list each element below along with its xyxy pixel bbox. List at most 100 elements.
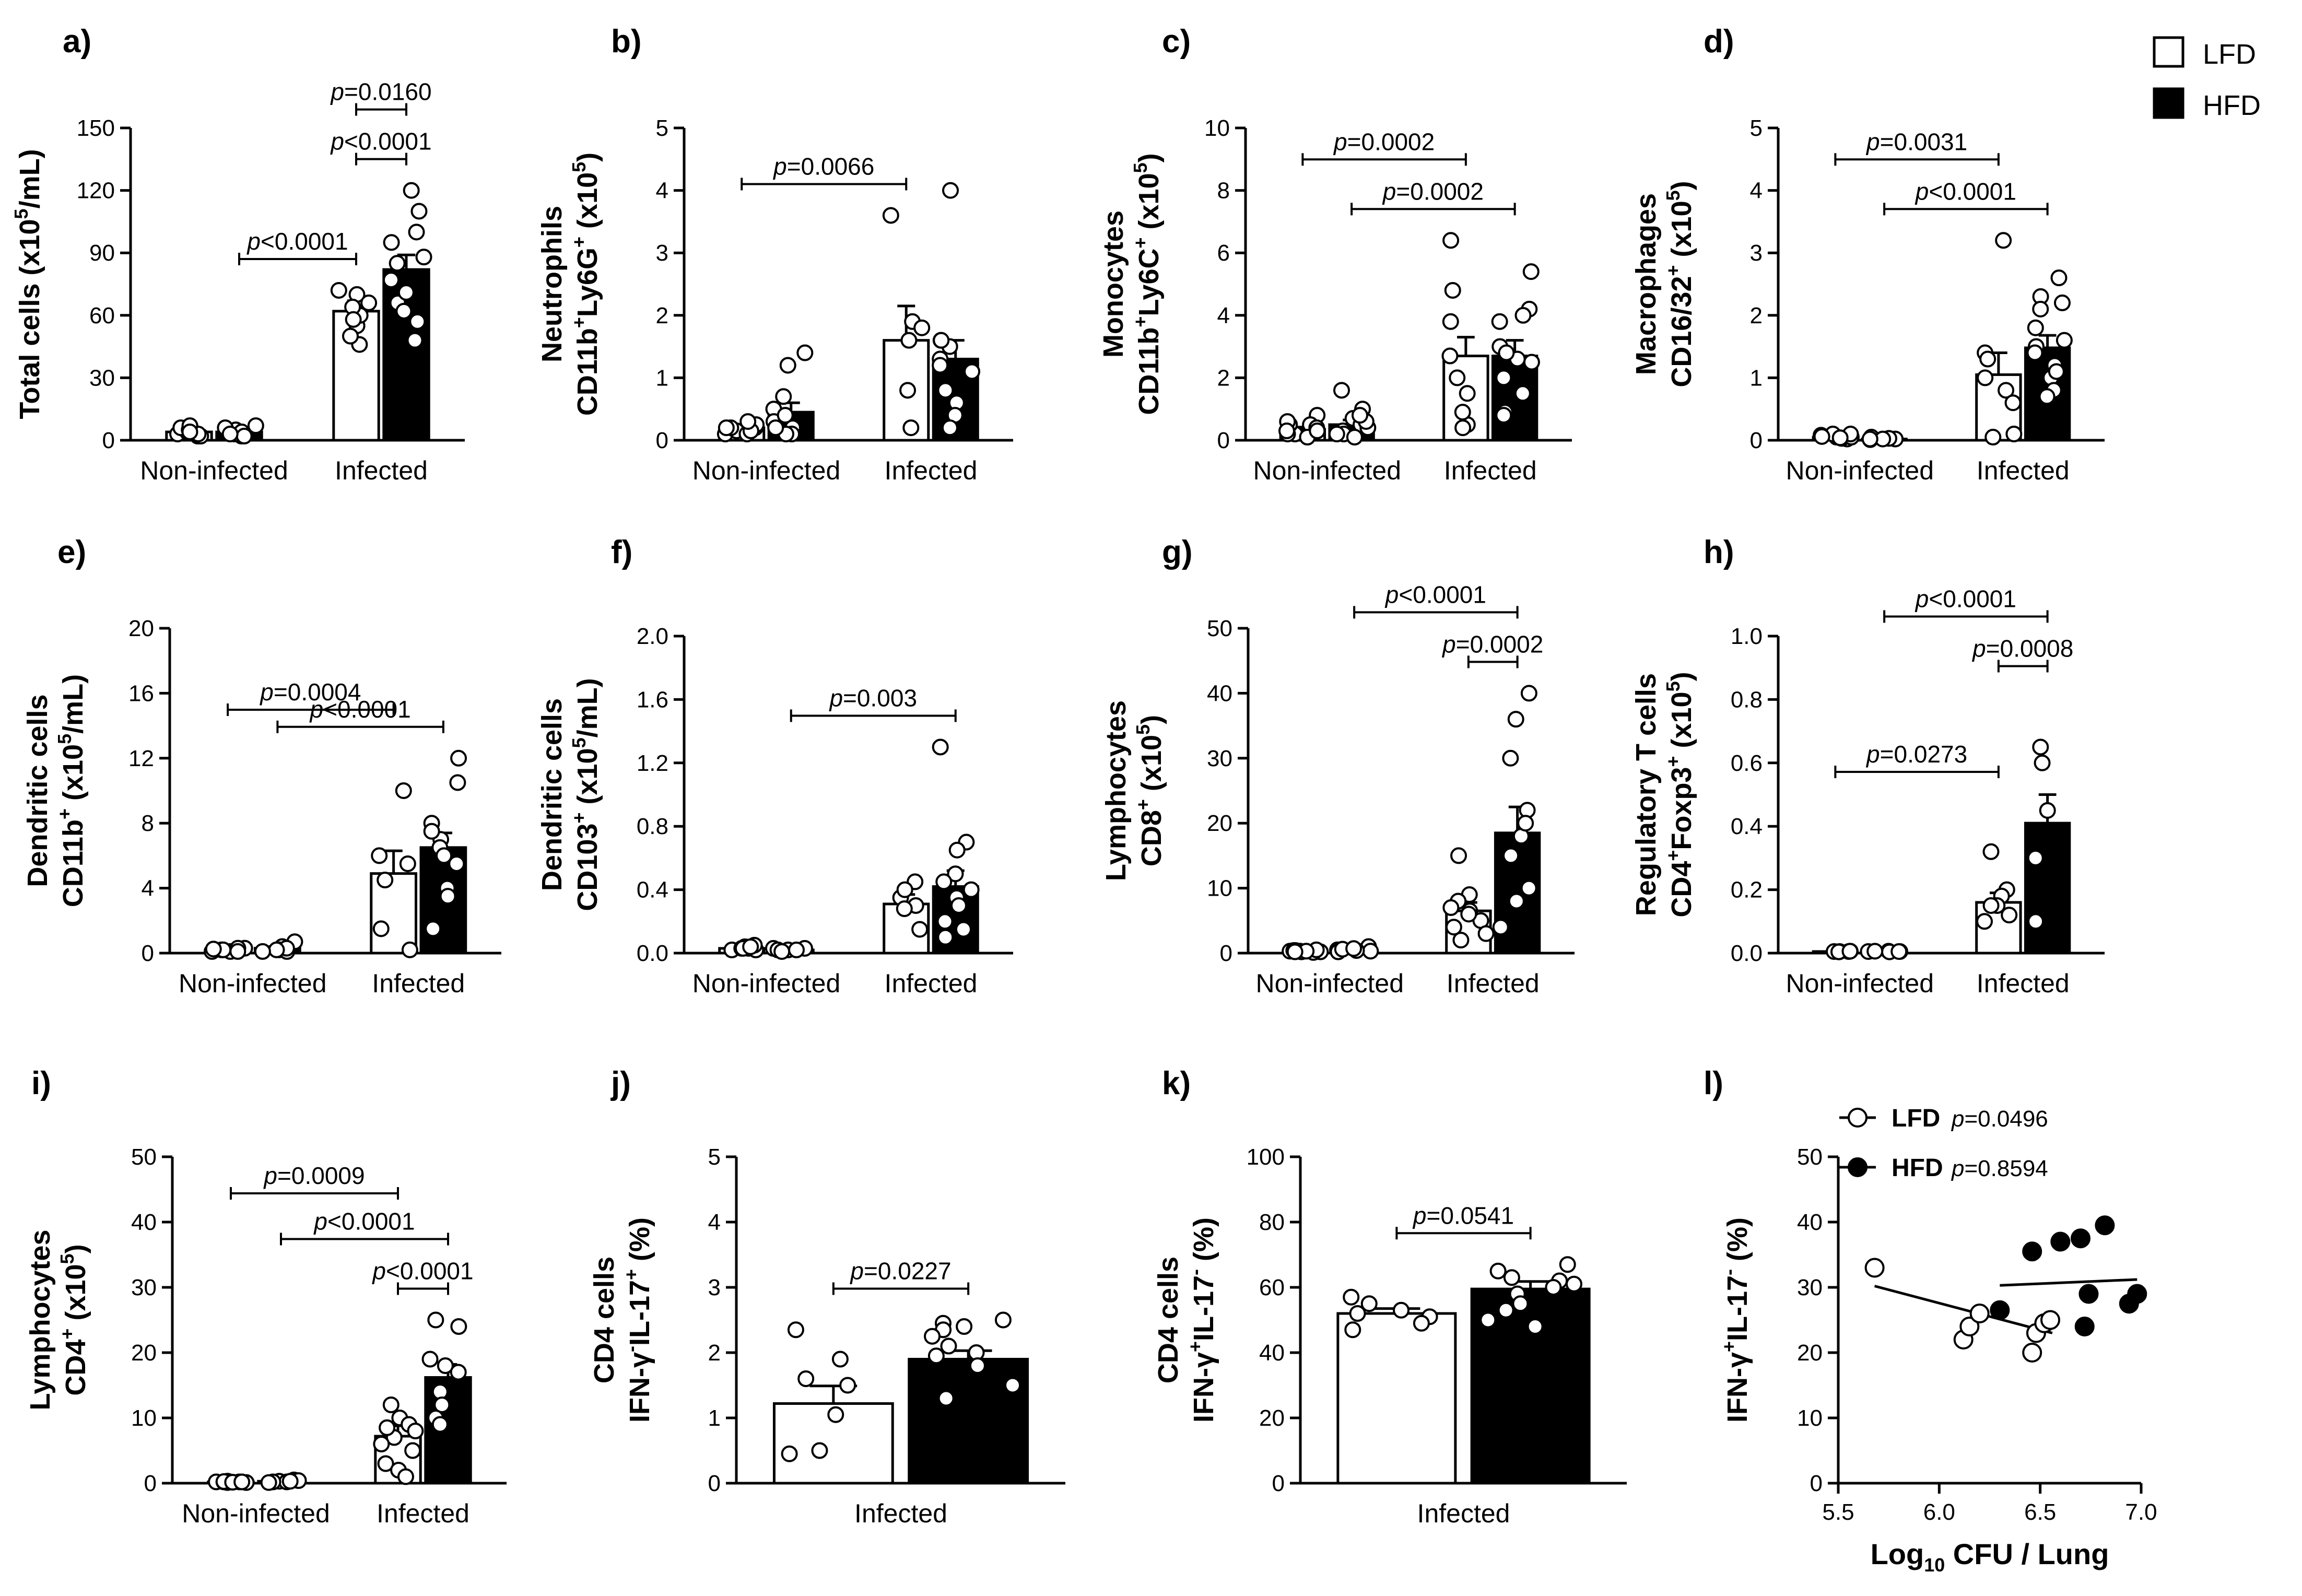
- y-tick-label: 40: [1207, 680, 1232, 706]
- scatter-legend-name: HFD: [1892, 1154, 1943, 1182]
- y-axis-title: Macrophages: [1630, 193, 1662, 375]
- x-tick-label: 6.0: [1923, 1499, 1955, 1525]
- data-point: [1522, 263, 1540, 280]
- scatter-point-hfd: [2127, 1284, 2147, 1304]
- y-tick-label: 5: [656, 115, 668, 141]
- data-point: [896, 881, 913, 898]
- data-point: [1565, 1275, 1582, 1293]
- y-tick-label: 2: [1217, 365, 1230, 391]
- y-tick-label: 0: [1217, 428, 1230, 453]
- data-point: [2053, 294, 2071, 311]
- p-value-label: p=0.0273: [1865, 741, 1967, 768]
- legend-lfd-swatch: [2153, 36, 2184, 68]
- x-tick-label: 7.0: [2125, 1499, 2157, 1525]
- data-point: [1460, 906, 1477, 923]
- p-value-label: p=0.0160: [330, 78, 431, 105]
- data-point: [360, 294, 378, 311]
- data-point: [797, 1370, 815, 1387]
- y-tick-label: 5: [1750, 115, 1763, 141]
- scatter-point-hfd: [2071, 1228, 2090, 1249]
- data-point: [450, 749, 467, 767]
- y-axis-title: CD11b+Ly6C+ (x105): [1130, 153, 1165, 415]
- y-axis-title: IFN-γ+IL-17- (%): [1718, 1217, 1753, 1423]
- data-point: [425, 920, 442, 937]
- data-point: [2027, 319, 2044, 336]
- y-tick-label: 30: [89, 365, 115, 391]
- y-tick-label: 0: [102, 428, 115, 453]
- data-point: [940, 1337, 957, 1355]
- data-point: [2034, 754, 2051, 771]
- data-point: [775, 388, 792, 405]
- data-point: [2026, 344, 2043, 361]
- data-point: [1890, 943, 1908, 960]
- p-value-label: p=0.0009: [263, 1162, 365, 1189]
- y-tick-label: 1.2: [637, 750, 668, 776]
- p-value-label: p<0.0001: [309, 696, 411, 723]
- x-category-label: Infected: [1977, 456, 2070, 485]
- legend-hfd-label: HFD: [2203, 90, 2261, 121]
- data-point: [389, 255, 406, 272]
- data-point: [330, 281, 347, 299]
- x-category-label: Infected: [854, 1499, 947, 1528]
- data-point: [399, 855, 416, 872]
- data-point: [383, 234, 400, 251]
- y-tick-label: 80: [1259, 1210, 1285, 1235]
- data-point: [964, 363, 981, 380]
- data-point: [1004, 1377, 1021, 1394]
- data-point: [260, 1474, 277, 1491]
- data-point: [397, 1468, 414, 1485]
- y-axis-title: CD8+ (x105): [1132, 715, 1167, 866]
- data-point: [718, 419, 735, 437]
- y-tick-label: 16: [128, 680, 154, 706]
- data-point: [787, 1321, 804, 1339]
- data-point: [962, 881, 980, 898]
- y-tick-label: 4: [656, 178, 668, 204]
- y-tick-label: 60: [89, 303, 115, 328]
- data-point: [1982, 843, 2000, 860]
- data-point: [936, 913, 954, 930]
- data-point: [439, 888, 456, 905]
- data-point: [1831, 429, 1849, 447]
- data-point: [1333, 382, 1350, 399]
- y-tick-label: 40: [1259, 1340, 1285, 1366]
- data-point: [2004, 394, 2022, 412]
- x-category-label: Non-infected: [1253, 456, 1402, 485]
- y-tick-label: 20: [1259, 1405, 1285, 1431]
- data-point: [409, 313, 426, 330]
- scatter-point-lfd: [1959, 1317, 1980, 1336]
- scatter-point-hfd: [1990, 1300, 2010, 1320]
- x-category-label: Non-infected: [179, 969, 327, 998]
- y-tick-label: 30: [1207, 746, 1232, 771]
- y-tick-label: 0: [708, 1471, 721, 1496]
- y-tick-label: 0: [142, 941, 154, 966]
- data-point: [372, 920, 390, 937]
- y-axis-title: CD16/32+ (x105): [1662, 181, 1697, 387]
- y-tick-label: 20: [1207, 811, 1232, 836]
- p-value-label: p<0.0001: [330, 128, 431, 155]
- y-tick-label: 0: [144, 1471, 157, 1496]
- panel-g: g) 0 10 20 30 40 50 Lymphocytes CD8+ (x105) Non-i…: [1100, 534, 1575, 998]
- x-tick-label: 6.5: [2024, 1499, 2056, 1525]
- y-tick-label: 0.4: [637, 877, 668, 903]
- data-point: [1454, 419, 1472, 437]
- data-point: [882, 207, 899, 224]
- data-point: [1982, 897, 2000, 914]
- data-point: [911, 921, 929, 938]
- y-tick-label: 8: [1217, 178, 1230, 204]
- data-point: [1286, 943, 1303, 960]
- data-point: [421, 1351, 439, 1368]
- y-tick-label: 1: [1750, 365, 1763, 391]
- data-point: [2050, 269, 2068, 287]
- y-tick-label: 50: [1797, 1144, 1823, 1170]
- y-tick-label: 10: [131, 1405, 157, 1431]
- p-value-label: p<0.0001: [1915, 585, 2016, 612]
- y-tick-label: 40: [131, 1210, 157, 1235]
- y-tick-label: 60: [1259, 1275, 1285, 1300]
- y-axis-title: CD4 cells: [589, 1257, 620, 1383]
- data-point: [2056, 332, 2073, 349]
- data-point: [896, 900, 913, 918]
- panel-d: d) 0 1 2 3 4 5 Macrophages CD16/32+ (x105) Non-in…: [1630, 24, 2105, 485]
- panel-f: f) 0.0 0.4 0.8 1.2 1.6 2.0 Dendritic cells CD103…: [536, 534, 1013, 998]
- x-category-label: Non-infected: [140, 456, 288, 485]
